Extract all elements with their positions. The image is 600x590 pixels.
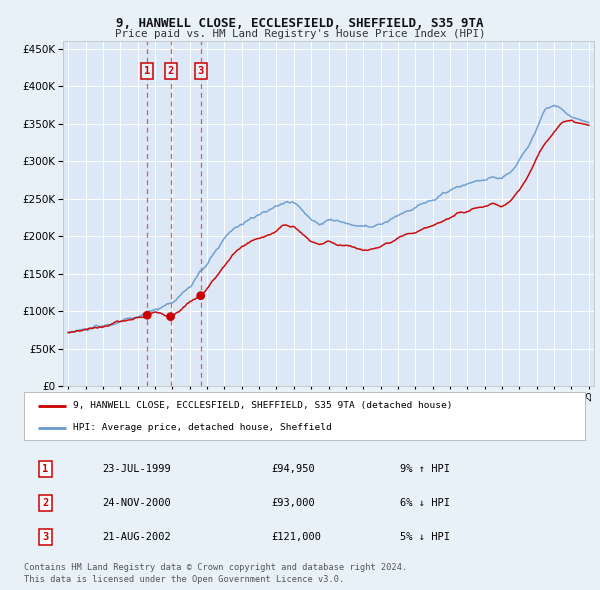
Text: 23-JUL-1999: 23-JUL-1999 xyxy=(103,464,171,474)
Text: 9% ↑ HPI: 9% ↑ HPI xyxy=(400,464,450,474)
Text: 2: 2 xyxy=(42,498,49,508)
Point xyxy=(196,291,206,300)
Text: Contains HM Land Registry data © Crown copyright and database right 2024.: Contains HM Land Registry data © Crown c… xyxy=(24,563,407,572)
Text: £93,000: £93,000 xyxy=(271,498,314,508)
Text: £94,950: £94,950 xyxy=(271,464,314,474)
Text: 3: 3 xyxy=(197,66,204,76)
Text: 3: 3 xyxy=(42,532,49,542)
Text: HPI: Average price, detached house, Sheffield: HPI: Average price, detached house, Shef… xyxy=(73,423,332,432)
Text: 2: 2 xyxy=(167,66,173,76)
Text: 6% ↓ HPI: 6% ↓ HPI xyxy=(400,498,450,508)
Text: 9, HANWELL CLOSE, ECCLESFIELD, SHEFFIELD, S35 9TA: 9, HANWELL CLOSE, ECCLESFIELD, SHEFFIELD… xyxy=(116,17,484,30)
Point xyxy=(142,310,152,320)
Text: Price paid vs. HM Land Registry's House Price Index (HPI): Price paid vs. HM Land Registry's House … xyxy=(115,30,485,39)
Text: 9, HANWELL CLOSE, ECCLESFIELD, SHEFFIELD, S35 9TA (detached house): 9, HANWELL CLOSE, ECCLESFIELD, SHEFFIELD… xyxy=(73,401,453,410)
Point xyxy=(166,312,175,322)
Text: This data is licensed under the Open Government Licence v3.0.: This data is licensed under the Open Gov… xyxy=(24,575,344,584)
Text: 5% ↓ HPI: 5% ↓ HPI xyxy=(400,532,450,542)
Text: 24-NOV-2000: 24-NOV-2000 xyxy=(103,498,171,508)
Text: 21-AUG-2002: 21-AUG-2002 xyxy=(103,532,171,542)
Text: 1: 1 xyxy=(42,464,49,474)
Text: 1: 1 xyxy=(144,66,151,76)
Text: £121,000: £121,000 xyxy=(271,532,321,542)
